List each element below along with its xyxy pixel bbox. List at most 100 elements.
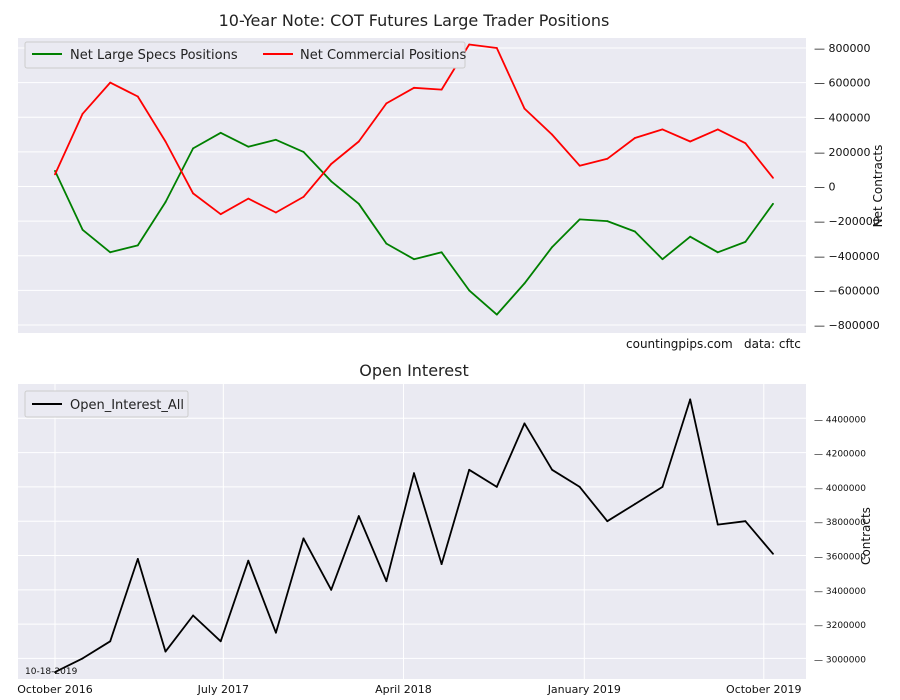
data-point: [744, 241, 747, 243]
data-point: [468, 43, 471, 46]
legend-label-specs: Net Large Specs Positions: [70, 48, 238, 63]
data-point: [495, 486, 498, 488]
data-point: [109, 640, 112, 643]
data-point: [440, 88, 443, 91]
data-point: [744, 520, 747, 523]
data-point: [330, 180, 333, 183]
data-point: [468, 289, 471, 292]
data-point: [302, 150, 305, 153]
data-point: [661, 258, 664, 261]
data-point: [219, 640, 222, 643]
data-point: [495, 313, 498, 316]
y-tick-label: — 3200000: [814, 621, 866, 631]
y-tick-label: — −400000: [814, 250, 880, 263]
y-tick-label: — 3800000: [814, 518, 866, 528]
data-point: [606, 520, 609, 523]
data-point: [192, 147, 194, 150]
data-point: [330, 588, 333, 591]
data-point: [357, 515, 360, 517]
y-tick-label: — 4400000: [814, 415, 866, 425]
data-point: [523, 282, 526, 285]
positions-y-ticks: — 800000 — 600000 — 400000 — 200000 — 0 — −20…: [814, 42, 880, 332]
data-point: [578, 164, 581, 167]
data-point: [716, 523, 719, 526]
open-interest-legend: Open_Interest_All: [24, 390, 189, 418]
data-point: [689, 398, 692, 401]
data-point: [689, 235, 692, 238]
data-point: [109, 81, 112, 84]
x-tick-label: January 2019: [547, 683, 621, 696]
y-tick-label: — 3400000: [814, 587, 866, 597]
data-point: [634, 137, 636, 139]
data-point: [302, 537, 305, 540]
open-interest-plot-area: [18, 384, 806, 679]
y-tick-label: — 0: [814, 181, 836, 194]
data-point: [81, 657, 84, 660]
as-of-date: 10-18-2019: [25, 667, 78, 677]
data-point: [716, 128, 719, 131]
y-tick-label: — 800000: [814, 42, 871, 55]
positions-legend-box: [24, 41, 466, 69]
positions-chart: 10-Year Note: COT Futures Large Trader P…: [18, 11, 885, 351]
data-point: [275, 631, 277, 634]
open-interest-chart-title: Open Interest: [359, 361, 468, 380]
data-point: [495, 47, 498, 49]
data-point: [772, 176, 774, 179]
legend-label-commercial: Net Commercial Positions: [300, 48, 466, 63]
data-point: [772, 552, 774, 555]
data-point: [661, 486, 664, 488]
y-tick-label: — −600000: [814, 284, 880, 297]
data-point: [136, 95, 139, 98]
data-point: [440, 251, 443, 254]
data-source-note: data: cftc: [744, 337, 801, 351]
data-point: [136, 558, 139, 560]
data-point: [219, 131, 222, 134]
data-point: [385, 242, 388, 245]
data-point: [247, 197, 250, 200]
open-interest-series-line: [54, 398, 774, 674]
data-point: [606, 220, 609, 223]
data-point: [385, 102, 388, 105]
y-tick-label: — 200000: [814, 146, 871, 159]
positions-plot-area: [18, 38, 806, 333]
open-interest-y-ticks: — 3000000 — 3200000 — 3400000 — 3600000 — 38…: [814, 415, 866, 665]
y-tick-label: — 400000: [814, 111, 871, 124]
y-tick-label: — 600000: [814, 77, 871, 90]
data-point: [606, 157, 609, 160]
x-tick-label: April 2018: [375, 683, 432, 696]
open-interest-chart: Open Interest — 3000000 — 3200000 — 340000…: [17, 361, 873, 696]
data-point: [302, 195, 305, 198]
data-point: [634, 503, 636, 505]
data-point: [275, 211, 277, 214]
y-tick-label: — 3600000: [814, 553, 866, 563]
data-point: [440, 563, 443, 565]
data-point: [219, 213, 222, 216]
x-tick-label: October 2016: [17, 683, 93, 696]
data-point: [164, 201, 167, 203]
data-point: [54, 671, 56, 674]
y-tick-label: — 3000000: [814, 655, 866, 665]
data-point: [247, 145, 250, 148]
data-point: [661, 128, 664, 131]
data-point: [275, 138, 277, 141]
data-point: [164, 650, 167, 653]
data-point: [551, 468, 553, 471]
data-point: [578, 218, 581, 221]
data-point: [523, 422, 526, 425]
positions-chart-title: 10-Year Note: COT Futures Large Trader P…: [219, 11, 610, 30]
source-website-note: countingpips.com: [626, 337, 733, 351]
legend-label-open-interest: Open_Interest_All: [70, 398, 184, 413]
data-point: [634, 230, 636, 233]
data-point: [136, 244, 139, 247]
data-point: [81, 112, 84, 115]
positions-series-lines: [54, 43, 774, 316]
data-point: [523, 107, 526, 110]
x-tick-label: July 2017: [197, 683, 249, 696]
data-point: [413, 86, 415, 89]
data-point: [772, 202, 774, 205]
positions-legend: Net Large Specs Positions Net Commercial…: [24, 41, 466, 69]
data-point: [716, 251, 719, 254]
open-interest-y-axis-label: Contracts: [859, 507, 873, 565]
data-point: [164, 140, 167, 143]
